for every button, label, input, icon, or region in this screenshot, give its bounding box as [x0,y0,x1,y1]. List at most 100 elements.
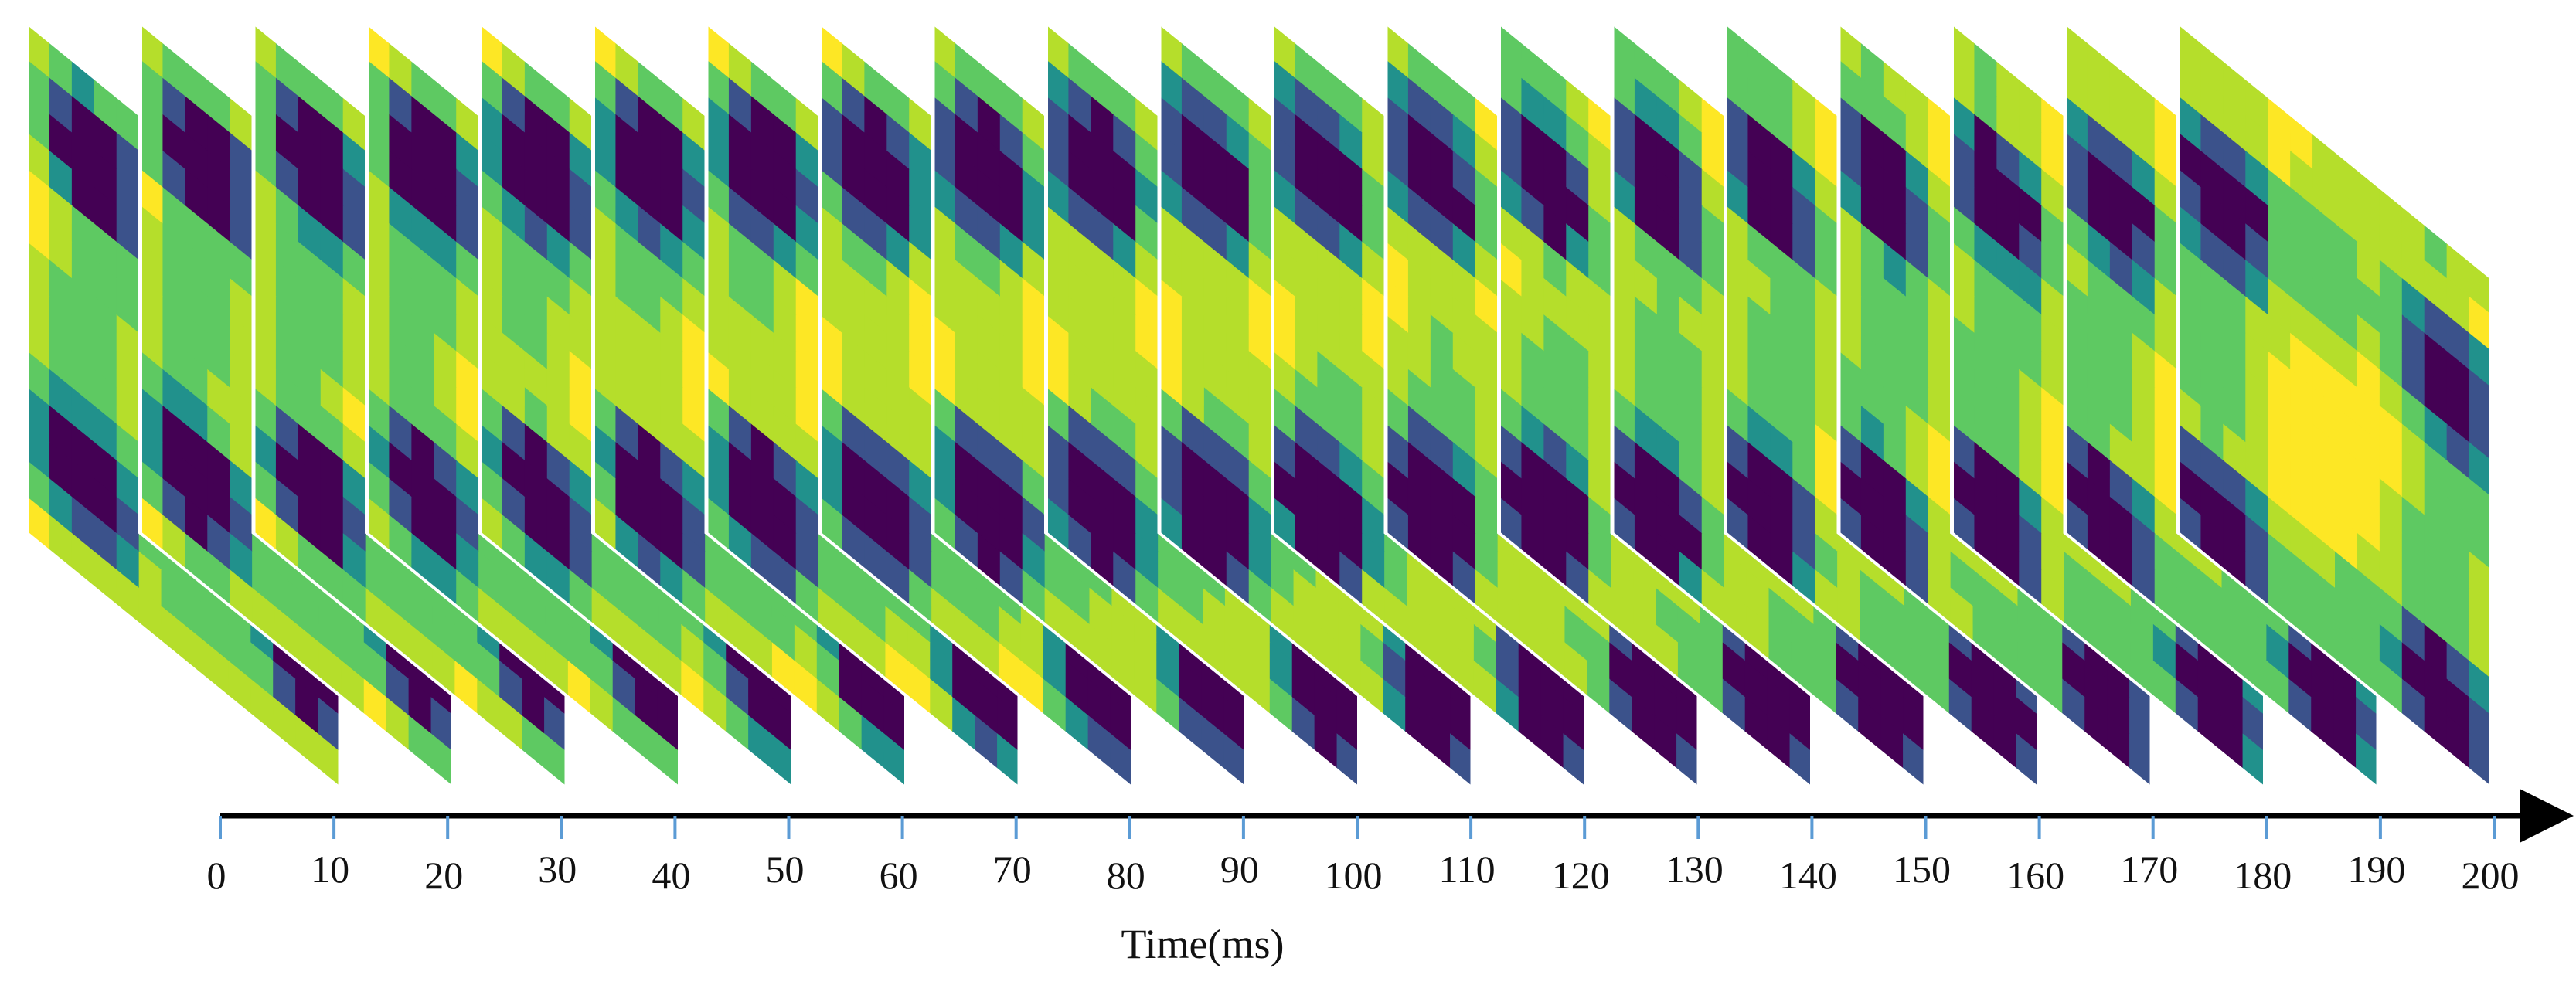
matrix-cell [1770,59,1793,115]
matrix-cell [977,278,1001,334]
matrix-cell [750,168,774,225]
matrix-cell [456,569,479,625]
matrix-cell [1091,241,1114,297]
matrix-cell [569,314,593,370]
matrix-cell [254,423,277,480]
matrix-cell [682,241,706,297]
matrix-cell [1496,678,1519,735]
matrix-cell [2290,296,2313,352]
matrix-cell [2175,642,2199,698]
matrix-cell [1543,168,1567,225]
matrix-cell [185,314,208,370]
matrix-cell [1110,733,1134,790]
matrix-cell [1430,132,1454,189]
matrix-cell [864,314,887,370]
matrix-cell [1974,41,1997,97]
matrix-cell [1022,351,1046,407]
matrix-cell [1725,59,1749,115]
matrix-cell [569,205,593,261]
matrix-cell [773,151,797,206]
matrix-cell [1905,296,1929,352]
matrix-cell [1792,260,1815,316]
matrix-cell [1272,423,1296,480]
matrix-cell [2242,697,2266,752]
matrix-cell [1634,406,1658,461]
matrix-cell [27,278,50,334]
matrix-cell [1226,223,1250,280]
matrix-cell [569,351,593,407]
matrix-cell [706,168,730,225]
matrix-cell [2312,569,2336,625]
matrix-cell [635,678,658,735]
matrix-cell [1043,678,1067,735]
matrix-cell [977,460,1001,516]
matrix-cell [1860,151,1884,206]
matrix-cell [185,387,208,443]
matrix-cell [2017,606,2040,662]
matrix-cell [1317,423,1340,480]
matrix-cell [1046,23,1070,79]
matrix-cell [615,41,638,97]
matrix-cell [955,187,978,243]
matrix-cell [477,678,500,735]
matrix-cell [660,151,683,206]
matrix-cell [2176,551,2200,607]
matrix-cell [569,496,593,552]
matrix-cell [502,406,526,461]
matrix-cell [1113,515,1136,571]
matrix-cell [2290,187,2313,243]
matrix-cell [1521,260,1544,316]
matrix-cell [2109,533,2133,589]
matrix-cell [1091,168,1114,225]
matrix-cell [591,587,615,644]
matrix-cell [1430,460,1454,516]
matrix-cell [254,241,277,297]
matrix-cell [1248,351,1272,407]
matrix-cell [230,351,253,407]
matrix-cell [1135,132,1159,189]
matrix-cell [2335,405,2358,461]
matrix-cell [2223,314,2246,370]
matrix-cell [955,369,978,425]
matrix-cell [387,569,411,625]
matrix-cell [2379,332,2403,389]
matrix-cell [389,442,412,498]
matrix-cell [2109,168,2133,225]
matrix-cell [2019,332,2042,389]
matrix-cell [1226,151,1250,206]
matrix-cell [1452,515,1476,571]
matrix-cell [1612,460,1635,516]
matrix-cell [2379,587,2403,644]
matrix-cell [1159,168,1183,225]
matrix-cell [71,314,95,370]
matrix-cell [2379,369,2403,425]
matrix-cell [773,114,797,170]
matrix-cell [1971,660,1995,716]
matrix-cell [795,351,819,407]
matrix-cell [660,260,683,316]
matrix-cell [116,496,140,552]
matrix-cell [2065,314,2088,370]
matrix-cell [1747,442,1771,498]
matrix-cell [94,151,117,206]
matrix-cell [657,733,681,790]
matrix-cell [999,77,1023,134]
matrix-cell [1542,587,1566,644]
matrix-cell [1972,606,1996,662]
matrix-cell [1996,387,2020,443]
matrix-cell [2223,533,2246,589]
matrix-cell [1860,442,1884,498]
matrix-cell [2132,406,2156,461]
matrix-cell [185,460,208,516]
matrix-cell [864,59,887,115]
matrix-cell [907,661,931,716]
matrix-cell [545,606,569,662]
matrix-cell [999,332,1023,389]
matrix-cell [660,223,683,280]
matrix-cell [2132,77,2156,134]
matrix-cell [140,496,164,552]
matrix-cell [1475,387,1499,443]
matrix-cell [2335,442,2358,498]
matrix-cell [886,551,910,607]
matrix-cell [254,132,277,189]
